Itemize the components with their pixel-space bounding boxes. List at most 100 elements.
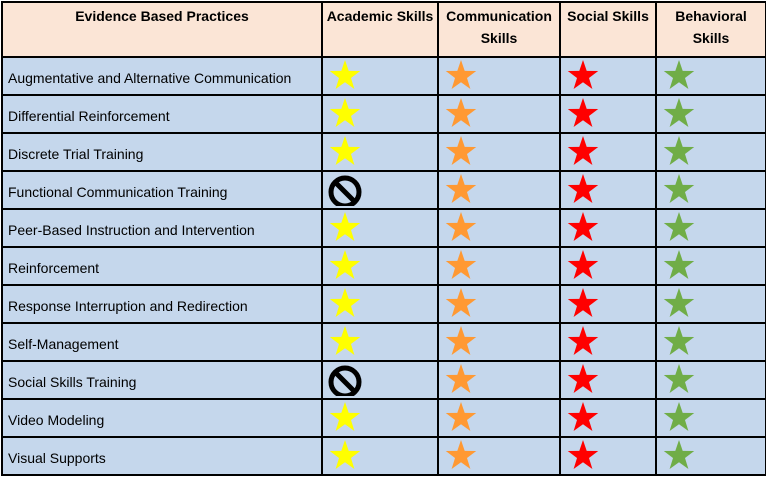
behavioral-cell [655,246,766,286]
practice-cell: Self-Management [1,322,323,362]
table-row: Differential Reinforcement [1,94,766,134]
practice-label: Functional Communication Training [8,184,228,200]
star-icon [663,440,695,469]
practice-cell: Social Skills Training [1,360,323,400]
behavioral-cell [655,360,766,400]
star-icon [329,60,361,89]
social-cell [559,322,657,362]
social-cell [559,56,657,96]
no-symbol-icon [328,175,362,206]
table-body: Augmentative and Alternative Communicati… [1,56,766,476]
practice-cell: Response Interruption and Redirection [1,284,323,324]
table-row: Peer-Based Instruction and Intervention [1,208,766,248]
star-icon [445,136,477,165]
star-icon [329,98,361,127]
practice-cell: Augmentative and Alternative Communicati… [1,56,323,96]
star-icon [567,288,599,317]
practice-cell: Differential Reinforcement [1,94,323,134]
star-icon [445,364,477,393]
academic-cell [321,284,439,324]
communication-cell [437,322,561,362]
communication-cell [437,360,561,400]
social-cell [559,208,657,248]
star-icon [445,402,477,431]
star-icon [567,402,599,431]
star-icon [445,98,477,127]
communication-cell [437,208,561,248]
social-cell [559,360,657,400]
communication-cell [437,398,561,438]
academic-cell [321,170,439,210]
academic-cell [321,398,439,438]
star-icon [329,440,361,469]
star-icon [445,174,477,203]
practice-label: Peer-Based Instruction and Intervention [8,222,255,238]
practice-label: Self-Management [8,336,119,352]
no-symbol-icon [328,365,362,396]
star-icon [445,440,477,469]
star-icon [567,136,599,165]
practice-cell: Discrete Trial Training [1,132,323,172]
evidence-based-practices-table: Evidence Based Practices Academic Skills… [1,1,766,476]
communication-cell [437,436,561,476]
behavioral-cell [655,208,766,248]
communication-cell [437,94,561,134]
behavioral-cell [655,284,766,324]
star-icon [567,440,599,469]
practice-label: Video Modeling [8,412,105,428]
communication-cell [437,284,561,324]
behavioral-cell [655,322,766,362]
social-cell [559,436,657,476]
social-cell [559,94,657,134]
practice-cell: Reinforcement [1,246,323,286]
star-icon [663,174,695,203]
academic-cell [321,94,439,134]
star-icon [567,212,599,241]
academic-cell [321,436,439,476]
table-row: Reinforcement [1,246,766,286]
academic-cell [321,322,439,362]
star-icon [663,402,695,431]
star-icon [445,212,477,241]
practice-label: Reinforcement [8,260,100,276]
table-row: Video Modeling [1,398,766,438]
header-practice: Evidence Based Practices [1,1,323,58]
academic-cell [321,56,439,96]
star-icon [445,250,477,279]
star-icon [663,288,695,317]
star-icon [329,326,361,355]
star-icon [567,250,599,279]
communication-cell [437,246,561,286]
practice-label: Discrete Trial Training [8,146,144,162]
practice-cell: Peer-Based Instruction and Intervention [1,208,323,248]
social-cell [559,398,657,438]
behavioral-cell [655,132,766,172]
star-icon [663,250,695,279]
header-behavioral: Behavioral Skills [655,1,766,58]
table-row: Augmentative and Alternative Communicati… [1,56,766,96]
practice-label: Response Interruption and Redirection [8,298,248,314]
header-row: Evidence Based Practices Academic Skills… [1,1,766,58]
table-row: Functional Communication Training [1,170,766,210]
star-icon [663,136,695,165]
star-icon [329,402,361,431]
practice-label: Social Skills Training [8,374,137,390]
star-icon [567,60,599,89]
header-communication: Communication Skills [437,1,561,58]
star-icon [329,136,361,165]
star-icon [445,326,477,355]
practice-label: Visual Supports [8,450,106,466]
star-icon [567,326,599,355]
behavioral-cell [655,94,766,134]
social-cell [559,132,657,172]
academic-cell [321,246,439,286]
star-icon [445,288,477,317]
communication-cell [437,170,561,210]
academic-cell [321,132,439,172]
social-cell [559,284,657,324]
table-row: Self-Management [1,322,766,362]
star-icon [329,288,361,317]
practice-cell: Video Modeling [1,398,323,438]
practice-cell: Functional Communication Training [1,170,323,210]
social-cell [559,170,657,210]
